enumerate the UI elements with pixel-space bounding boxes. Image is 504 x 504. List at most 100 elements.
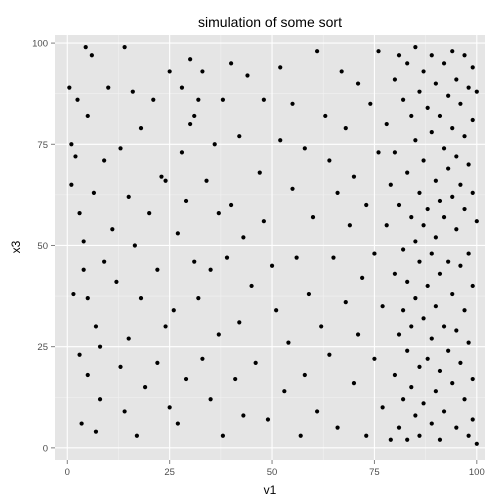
data-point	[470, 190, 475, 195]
data-point	[126, 194, 131, 200]
data-point	[466, 433, 471, 438]
data-point	[450, 380, 455, 386]
data-point	[441, 146, 447, 151]
major-gridlines	[55, 35, 485, 460]
data-point	[122, 409, 127, 414]
data-point	[380, 405, 385, 410]
data-point	[364, 433, 369, 438]
data-point	[413, 295, 418, 301]
data-point	[474, 89, 479, 94]
data-point	[147, 210, 152, 216]
data-point	[417, 190, 422, 195]
data-point	[347, 223, 352, 228]
data-point	[441, 215, 447, 220]
data-point	[237, 134, 242, 139]
data-point	[228, 202, 234, 208]
data-point	[437, 368, 443, 374]
x-tick-label: 25	[164, 467, 175, 478]
data-point	[93, 429, 99, 434]
data-point	[196, 295, 201, 301]
data-point	[388, 437, 393, 442]
data-point	[237, 320, 242, 325]
data-point	[400, 97, 406, 102]
data-point	[220, 433, 226, 438]
data-point	[118, 146, 123, 151]
y-axis-ticks: 0 25 50 75 100	[32, 39, 55, 454]
data-point	[167, 405, 172, 410]
data-point	[155, 267, 160, 272]
data-point	[208, 267, 213, 272]
data-point	[466, 162, 471, 167]
data-point	[302, 372, 307, 378]
data-point	[130, 89, 135, 94]
data-point	[110, 227, 115, 232]
data-point	[282, 389, 287, 394]
data-point	[351, 380, 357, 386]
data-point	[470, 117, 475, 123]
data-point	[175, 421, 180, 426]
data-point	[470, 376, 475, 382]
data-point	[405, 437, 410, 442]
data-point	[384, 223, 389, 228]
data-point	[458, 101, 463, 106]
data-point	[388, 182, 393, 187]
data-point	[132, 243, 137, 248]
data-point	[253, 360, 258, 365]
data-point	[233, 376, 238, 382]
data-point	[228, 61, 234, 66]
data-point	[474, 219, 479, 224]
data-point	[171, 308, 176, 313]
data-point	[192, 113, 197, 119]
data-point	[400, 308, 406, 313]
data-point	[245, 73, 250, 78]
data-point	[97, 397, 103, 402]
data-point	[429, 336, 434, 341]
data-point	[417, 364, 422, 370]
data-point	[327, 158, 332, 163]
data-point	[79, 421, 84, 426]
data-point	[306, 291, 312, 297]
data-point	[466, 85, 471, 90]
data-point	[372, 356, 377, 361]
data-point	[413, 413, 418, 418]
data-point	[77, 210, 82, 216]
data-point	[302, 146, 307, 151]
data-point	[405, 279, 410, 285]
data-point	[466, 251, 471, 256]
data-point	[421, 316, 426, 321]
data-point	[437, 271, 443, 276]
y-axis-title: x3	[9, 240, 23, 253]
data-point	[437, 437, 443, 442]
data-point	[372, 251, 377, 256]
data-point	[118, 364, 123, 370]
data-point	[454, 154, 459, 159]
data-point	[355, 81, 361, 86]
data-point	[261, 97, 266, 102]
data-point	[446, 166, 451, 171]
chart-title: simulation of some sort	[198, 14, 342, 30]
data-point	[196, 97, 201, 102]
data-point	[429, 421, 434, 426]
data-point	[314, 49, 320, 54]
data-point	[421, 69, 426, 74]
data-point	[433, 178, 438, 183]
data-point	[437, 198, 443, 204]
data-point	[343, 300, 348, 305]
data-point	[409, 215, 414, 220]
data-point	[446, 93, 451, 98]
data-point	[429, 130, 434, 135]
data-point	[179, 85, 185, 90]
data-point	[286, 340, 291, 345]
data-point	[396, 332, 402, 337]
plot-panel	[55, 35, 485, 460]
data-point	[71, 291, 76, 297]
data-point	[85, 113, 90, 119]
data-point	[204, 178, 209, 183]
data-point	[425, 283, 430, 289]
data-point	[413, 138, 418, 143]
data-point	[454, 227, 459, 232]
y-tick-label: 25	[37, 342, 48, 353]
data-point	[396, 202, 402, 208]
data-point	[392, 77, 398, 82]
